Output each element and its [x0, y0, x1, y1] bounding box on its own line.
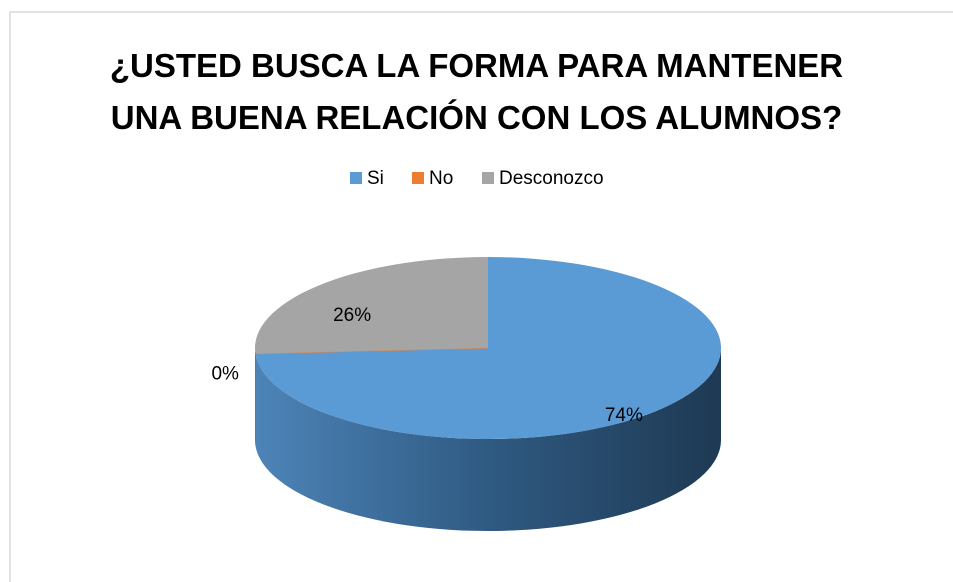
pie-slice [255, 257, 721, 439]
pie-slice [255, 257, 488, 354]
legend-swatch [482, 172, 494, 184]
legend-label: Desconozco [499, 168, 604, 189]
legend-swatch [412, 172, 424, 184]
chart-title: ¿USTED BUSCA LA FORMA PARA MANTENER UNA … [109, 47, 844, 136]
legend-label: No [429, 168, 453, 189]
data-label: 74% [605, 405, 643, 426]
data-label: 0% [211, 363, 239, 384]
legend-label: Si [367, 168, 384, 189]
legend-swatch [350, 172, 362, 184]
data-label: 26% [333, 305, 371, 326]
pie-side [255, 348, 721, 531]
chart-frame [9, 11, 953, 582]
